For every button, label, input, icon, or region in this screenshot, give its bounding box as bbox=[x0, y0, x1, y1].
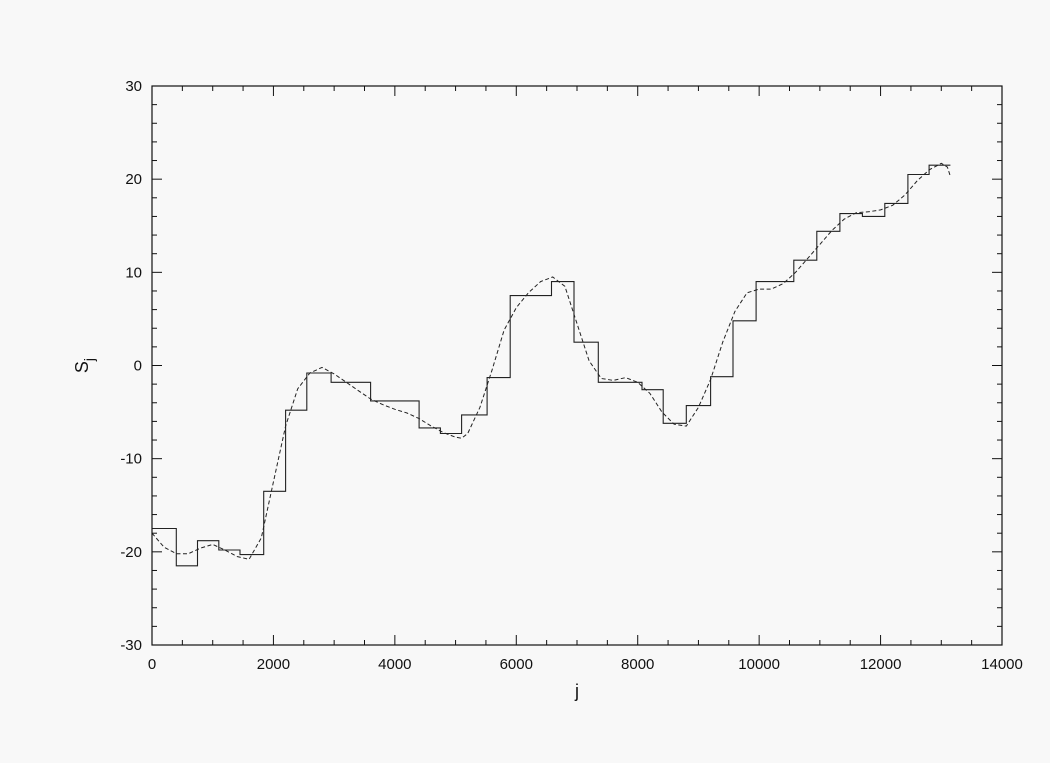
axis-tick-labels: 0 2000 4000 6000 8000 10000 12000 14000 -30 -20 -1… bbox=[120, 78, 1023, 673]
y-axis-label: Sj bbox=[72, 358, 97, 373]
y-axis-label-subscript: j bbox=[81, 358, 97, 362]
x-tick-label: 10000 bbox=[738, 656, 780, 673]
x-tick-label: 4000 bbox=[378, 656, 411, 673]
y-tick-label: 20 bbox=[125, 171, 142, 188]
x-tick-label: 2000 bbox=[257, 656, 290, 673]
plot-frame bbox=[151, 85, 1003, 646]
x-tick-label: 6000 bbox=[500, 656, 533, 673]
y-tick-label: -20 bbox=[120, 544, 142, 561]
y-axis-label-main: S bbox=[72, 361, 92, 373]
x-tick-label: 0 bbox=[148, 656, 156, 673]
step-series-line bbox=[152, 164, 951, 567]
x-tick-label: 14000 bbox=[981, 656, 1023, 673]
x-axis-label: j bbox=[574, 681, 579, 701]
x-tick-label: 8000 bbox=[621, 656, 654, 673]
y-tick-label: 0 bbox=[134, 358, 142, 375]
x-tick-label: 12000 bbox=[860, 656, 902, 673]
y-tick-label: -10 bbox=[120, 451, 142, 468]
axis-ticks bbox=[151, 85, 1003, 646]
y-tick-label: 30 bbox=[125, 78, 142, 95]
dashed-series-line bbox=[151, 162, 951, 560]
y-tick-label: -30 bbox=[120, 637, 142, 654]
y-tick-label: 10 bbox=[125, 264, 142, 281]
series-layer bbox=[151, 162, 951, 567]
